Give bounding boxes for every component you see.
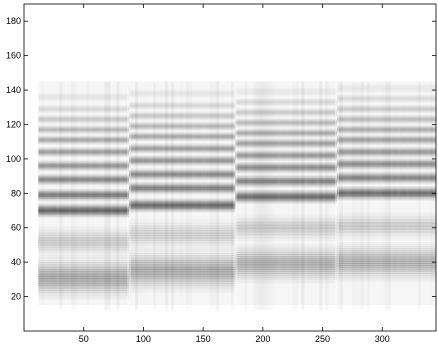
- band-seg0-7: [38, 136, 130, 144]
- x-tick-label-50: 50: [79, 334, 89, 344]
- segment-texture-2: [259, 81, 323, 311]
- band-seg1-5: [129, 155, 236, 166]
- plot-frame: [23, 3, 437, 332]
- band-seg0-10: [38, 106, 130, 112]
- band-seg2-6: [235, 139, 337, 148]
- band-seg0-1: [38, 230, 130, 253]
- band-seg3-10: [336, 96, 436, 101]
- segment-boundary-2: [233, 4, 238, 331]
- band-seg3-0: [336, 246, 436, 279]
- y-tick-label-120: 120: [6, 119, 21, 129]
- band-seg0-3: [38, 189, 130, 202]
- x-tick-label-200: 200: [255, 334, 270, 344]
- band-seg3-3: [336, 171, 436, 184]
- band-seg1-2: [129, 198, 236, 213]
- band-seg1-7: [129, 132, 236, 141]
- band-seg0-8: [38, 126, 130, 134]
- y-tick-label-80: 80: [11, 188, 21, 198]
- y-tick-label-140: 140: [6, 85, 21, 95]
- band-seg2-9: [235, 109, 337, 116]
- segment-texture-3: [339, 81, 436, 311]
- band-seg3-7: [336, 126, 436, 134]
- band-seg1-6: [129, 144, 236, 153]
- band-seg3-4: [336, 159, 436, 170]
- band-seg0-6: [38, 147, 130, 157]
- band-seg3-8: [336, 115, 436, 123]
- band-seg2-3: [235, 175, 337, 188]
- heatmap-background: [24, 4, 436, 331]
- band-seg2-0: [235, 247, 337, 280]
- band-seg1-10: [129, 103, 236, 108]
- band-seg1-1: [129, 223, 236, 246]
- y-tick-label-40: 40: [11, 257, 21, 267]
- band-seg3-6: [336, 135, 436, 145]
- heatmap-area: [24, 4, 436, 331]
- y-axis: 20 40 60 80 100 120 140 160 180: [6, 16, 436, 302]
- band-seg0-9: [38, 116, 130, 123]
- band-seg2-8: [235, 119, 337, 127]
- band-seg2-5: [235, 150, 337, 161]
- x-tick-label-300: 300: [375, 334, 390, 344]
- segment-texture-0: [56, 81, 120, 311]
- segment-boundary-3: [334, 4, 339, 331]
- x-tick-label-150: 150: [196, 334, 211, 344]
- y-tick-label-20: 20: [11, 292, 21, 302]
- band-seg1-3: [129, 182, 236, 195]
- band-seg2-10: [235, 100, 337, 105]
- band-seg2-2: [235, 190, 337, 204]
- band-seg0-4: [38, 174, 130, 185]
- x-tick-label-100: 100: [136, 334, 151, 344]
- band-seg2-4: [235, 162, 337, 173]
- segment-texture-1: [135, 81, 220, 311]
- band-seg0-0: [38, 259, 130, 296]
- band-seg0-2: [38, 203, 130, 218]
- band-seg3-5: [336, 147, 436, 157]
- band-seg1-0: [129, 253, 236, 289]
- band-seg3-2: [336, 186, 436, 201]
- band-seg1-4: [129, 169, 236, 180]
- band-seg2-1: [235, 217, 337, 238]
- y-tick-label-100: 100: [6, 154, 21, 164]
- band-seg1-9: [129, 112, 236, 119]
- y-tick-label-60: 60: [11, 223, 21, 233]
- band-seg0-5: [38, 161, 130, 171]
- x-axis: 50 100 150 200 250 300: [79, 4, 390, 344]
- y-tick-label-180: 180: [6, 16, 21, 26]
- band-seg1-8: [129, 122, 236, 130]
- x-tick-label-250: 250: [315, 334, 330, 344]
- band-seg2-7: [235, 129, 337, 137]
- band-seg3-9: [336, 105, 436, 113]
- y-tick-label-160: 160: [6, 51, 21, 61]
- segment-boundary-1: [127, 4, 132, 331]
- band-seg3-1: [336, 216, 436, 236]
